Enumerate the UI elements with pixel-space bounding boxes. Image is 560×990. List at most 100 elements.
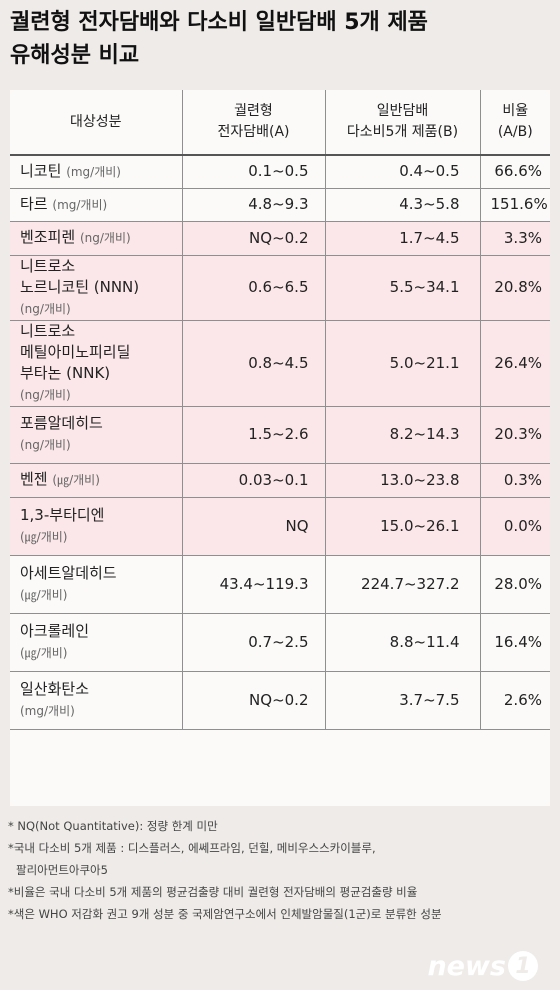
- table-row: 1,3-부타디엔 (㎍/개비) NQ 15.0~26.1 0.0%: [10, 497, 550, 556]
- component-name: 노르니코틴 (NNN): [20, 277, 140, 296]
- cell-heated-tobacco: 43.4~119.3: [182, 555, 326, 614]
- component-name: 아세트알데히드: [20, 563, 117, 582]
- table-row: 아세트알데히드 (㎍/개비) 43.4~119.3 224.7~327.2 28.0%: [10, 555, 550, 614]
- table-row: 벤젠 (㎍/개비) 0.03~0.1 13.0~23.8 0.3%: [10, 463, 550, 498]
- cell-cigarettes: 13.0~23.8: [325, 463, 481, 498]
- component-name: 타르: [20, 194, 48, 213]
- cell-cigarettes: 224.7~327.2: [325, 555, 481, 614]
- header-ratio: 비율 (A/B): [480, 90, 550, 156]
- footnote: *국내 다소비 5개 제품 : 디스플러스, 에쎄프라임, 던힐, 메비우스스카…: [8, 841, 376, 855]
- cell-ratio: 66.6%: [480, 155, 550, 189]
- news1-logo-icon: news 1: [427, 948, 538, 984]
- cell-component: 일산화탄소 (mg/개비): [10, 671, 183, 730]
- header-cigarettes: 일반담배 다소비5개 제품(B): [325, 90, 481, 156]
- footnote: * NQ(Not Quantitative): 정량 한계 미만: [8, 819, 218, 833]
- cell-component: 벤젠 (㎍/개비): [10, 463, 183, 498]
- cell-ratio: 20.8%: [480, 255, 550, 321]
- cell-ratio: 28.0%: [480, 555, 550, 614]
- comparison-table: 대상성분 궐련형 전자담배(A) 일반담배 다소비5개 제품(B) 비율 (A/B) …: [10, 90, 550, 730]
- component-unit: (㎍/개비): [20, 587, 68, 602]
- table-header-row: 대상성분 궐련형 전자담배(A) 일반담배 다소비5개 제품(B) 비율 (A/B): [10, 90, 550, 156]
- cell-heated-tobacco: 4.8~9.3: [182, 188, 326, 222]
- cell-ratio: 0.3%: [480, 463, 550, 498]
- cell-cigarettes: 8.2~14.3: [325, 406, 481, 464]
- component-unit: (ng/개비): [20, 438, 71, 452]
- component-name: 벤젠: [20, 470, 48, 488]
- component-name: 니트로소: [20, 256, 76, 275]
- cell-ratio: 3.3%: [480, 221, 550, 256]
- component-name: 니트로소: [20, 321, 76, 340]
- cell-component: 벤조피렌 (ng/개비): [10, 221, 183, 256]
- cell-component: 1,3-부타디엔 (㎍/개비): [10, 497, 183, 556]
- footnotes: * NQ(Not Quantitative): 정량 한계 미만 *국내 다소비…: [8, 815, 556, 925]
- cell-component: 아크롤레인 (㎍/개비): [10, 613, 183, 672]
- cell-cigarettes: 0.4~0.5: [325, 155, 481, 189]
- logo-badge: 1: [508, 951, 538, 981]
- header-component: 대상성분: [10, 90, 183, 156]
- component-name: 니코틴: [20, 161, 62, 180]
- cell-heated-tobacco: 1.5~2.6: [182, 406, 326, 464]
- cell-cigarettes: 15.0~26.1: [325, 497, 481, 556]
- component-name: 부타논 (NNK): [20, 363, 111, 382]
- component-unit: (ng/개비): [20, 301, 71, 316]
- component-unit: (㎍/개비): [20, 529, 68, 544]
- cell-cigarettes: 1.7~4.5: [325, 221, 481, 256]
- cell-heated-tobacco: 0.8~4.5: [182, 320, 326, 407]
- logo-word: news: [427, 950, 506, 982]
- table-row: 일산화탄소 (mg/개비) NQ~0.2 3.7~7.5 2.6%: [10, 671, 550, 730]
- table-row: 타르 (mg/개비) 4.8~9.3 4.3~5.8 151.6%: [10, 188, 550, 222]
- header-heated-tobacco: 궐련형 전자담배(A): [182, 90, 326, 156]
- component-unit: (ng/개비): [20, 387, 71, 402]
- component-name: 포름알데히드: [20, 414, 103, 432]
- cell-component: 포름알데히드 (ng/개비): [10, 406, 183, 464]
- component-name: 1,3-부타디엔: [20, 505, 105, 524]
- cell-ratio: 2.6%: [480, 671, 550, 730]
- footnote: *색은 WHO 저감화 권고 9개 성분 중 국제암연구소에서 인체발암물질(1…: [8, 907, 442, 921]
- cell-heated-tobacco: NQ~0.2: [182, 221, 326, 256]
- footnote: *비율은 국내 다소비 5개 제품의 평균검출량 대비 궐련형 전자담배의 평균…: [8, 885, 418, 899]
- component-name: 아크롤레인: [20, 621, 90, 640]
- cell-ratio: 0.0%: [480, 497, 550, 556]
- component-unit: (mg/개비): [52, 197, 108, 212]
- table-row: 포름알데히드 (ng/개비) 1.5~2.6 8.2~14.3 20.3%: [10, 406, 550, 464]
- title-line-2: 유해성분 비교: [10, 43, 140, 68]
- cell-ratio: 20.3%: [480, 406, 550, 464]
- component-unit: (㎍/개비): [52, 473, 100, 487]
- cell-ratio: 16.4%: [480, 613, 550, 672]
- table-body: 니코틴 (mg/개비) 0.1~0.5 0.4~0.5 66.6% 타르 (mg/개비)…: [10, 155, 550, 730]
- cell-heated-tobacco: NQ: [182, 497, 326, 556]
- cell-cigarettes: 5.0~21.1: [325, 320, 481, 407]
- title-line-1: 궐련형 전자담배와 다소비 일반담배 5개 제품: [10, 10, 428, 35]
- cell-component: 니코틴 (mg/개비): [10, 155, 183, 189]
- cell-ratio: 151.6%: [480, 188, 550, 222]
- cell-cigarettes: 3.7~7.5: [325, 671, 481, 730]
- cell-cigarettes: 5.5~34.1: [325, 255, 481, 321]
- cell-heated-tobacco: NQ~0.2: [182, 671, 326, 730]
- comparison-table-container: 대상성분 궐련형 전자담배(A) 일반담배 다소비5개 제품(B) 비율 (A/B) …: [10, 90, 550, 806]
- cell-component: 아세트알데히드 (㎍/개비): [10, 555, 183, 614]
- component-unit: (mg/개비): [66, 164, 121, 179]
- component-name: 일산화탄소: [20, 679, 90, 698]
- cell-heated-tobacco: 0.7~2.5: [182, 613, 326, 672]
- cell-cigarettes: 8.8~11.4: [325, 613, 481, 672]
- table-row: 니코틴 (mg/개비) 0.1~0.5 0.4~0.5 66.6%: [10, 155, 550, 189]
- cell-heated-tobacco: 0.1~0.5: [182, 155, 326, 189]
- cell-cigarettes: 4.3~5.8: [325, 188, 481, 222]
- component-unit: (㎍/개비): [20, 645, 68, 660]
- component-unit: (mg/개비): [20, 703, 75, 718]
- table-row: 벤조피렌 (ng/개비) NQ~0.2 1.7~4.5 3.3%: [10, 221, 550, 256]
- component-name: 벤조피렌: [20, 228, 76, 246]
- cell-heated-tobacco: 0.03~0.1: [182, 463, 326, 498]
- cell-heated-tobacco: 0.6~6.5: [182, 255, 326, 321]
- component-name: 메틸아미노피리딜: [20, 342, 131, 361]
- cell-ratio: 26.4%: [480, 320, 550, 407]
- component-unit: (ng/개비): [79, 231, 131, 245]
- page-title: 궐련형 전자담배와 다소비 일반담배 5개 제품 유해성분 비교: [10, 6, 550, 72]
- cell-component: 타르 (mg/개비): [10, 188, 183, 222]
- footnote: 팔리아먼트아쿠아5: [16, 863, 108, 877]
- table-row: 아크롤레인 (㎍/개비) 0.7~2.5 8.8~11.4 16.4%: [10, 613, 550, 672]
